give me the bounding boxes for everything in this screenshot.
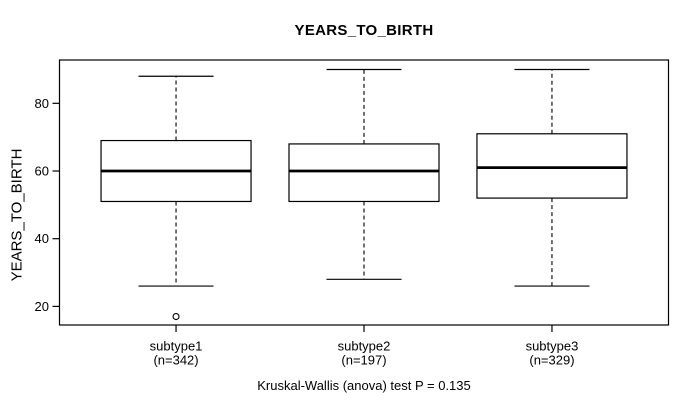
category-label: subtype1 bbox=[150, 339, 203, 354]
category-label: subtype3 bbox=[526, 339, 579, 354]
y-tick-label: 80 bbox=[35, 96, 49, 111]
category-count-label: (n=329) bbox=[529, 353, 574, 368]
outlier-point bbox=[172, 312, 180, 321]
stat-test-caption: Kruskal-Wallis (anova) test P = 0.135 bbox=[257, 378, 471, 393]
chart-title: YEARS_TO_BIRTH bbox=[294, 22, 434, 39]
category-count-label: (n=342) bbox=[153, 353, 198, 368]
iqr-box bbox=[476, 133, 628, 199]
category-count-label: (n=197) bbox=[341, 353, 386, 368]
y-tick-label: 60 bbox=[35, 164, 49, 179]
y-tick-label: 40 bbox=[35, 231, 49, 246]
category-label: subtype2 bbox=[338, 339, 391, 354]
iqr-box bbox=[288, 143, 440, 203]
y-tick-label: 20 bbox=[35, 299, 49, 314]
